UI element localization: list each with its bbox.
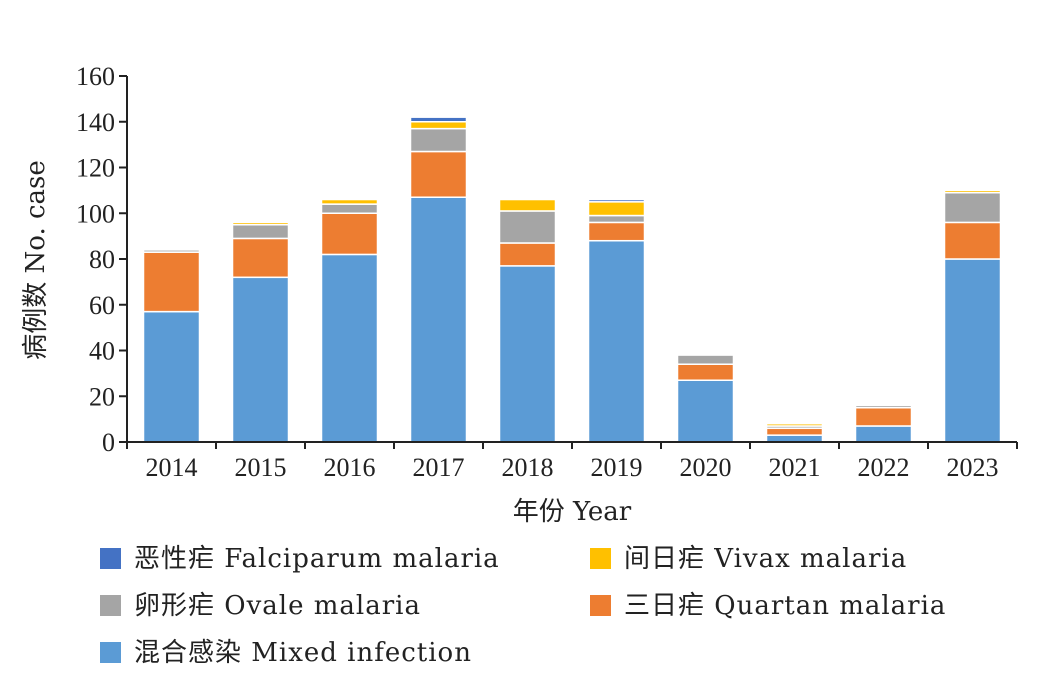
y-tick-label: 100 — [76, 199, 115, 228]
bar-segment-2022-1 — [854, 406, 913, 427]
bar-segment-2021-0 — [765, 434, 824, 443]
legend-label-4: 恶性疟 Falciparum malaria — [134, 544, 500, 574]
y-ticks: 0 20 40 60 80 100 120 140 160 — [76, 62, 127, 457]
y-tick-label: 120 — [76, 154, 115, 183]
x-tick-label: 2019 — [591, 453, 643, 482]
bar-segment-2014-2 — [142, 249, 201, 253]
bar-segment-2023-3 — [943, 189, 1002, 194]
bar-segment-2019-3 — [587, 201, 646, 217]
bar-segment-2014-0 — [142, 310, 201, 443]
y-tick-label: 40 — [89, 337, 115, 366]
legend-swatch-1 — [590, 595, 611, 616]
legend-swatch-0 — [100, 642, 121, 663]
bar-segment-2019-1 — [587, 221, 646, 242]
bar-segment-2019-2 — [587, 214, 646, 224]
x-tick-label: 2017 — [413, 453, 465, 482]
bar-segment-2018-1 — [498, 242, 557, 267]
legend-label-1: 三日疟 Quartan malaria — [624, 591, 946, 621]
bar-segment-2016-0 — [320, 253, 379, 443]
x-tick-label: 2016 — [324, 453, 376, 482]
legend-swatch-4 — [100, 548, 121, 569]
bar-segment-2023-2 — [943, 191, 1002, 224]
bar-segment-2017-4 — [409, 116, 468, 123]
bar-segment-2022-2 — [854, 404, 913, 409]
legend-label-3: 间日疟 Vivax malaria — [624, 544, 907, 574]
bar-segment-2020-2 — [676, 354, 735, 365]
bar-segment-2023-0 — [943, 258, 1002, 443]
x-tick-label: 2021 — [769, 453, 821, 482]
bar-segment-2015-2 — [231, 223, 290, 240]
bar-segment-2018-3 — [498, 198, 557, 212]
bar-segment-2018-2 — [498, 210, 557, 244]
x-ticks: 2014 2015 2016 2017 2018 2019 2020 2021 2022 2023 — [126, 442, 1018, 482]
bar-segment-2014-1 — [142, 251, 201, 313]
bar-segment-2016-1 — [320, 212, 379, 256]
legend: 恶性疟 Falciparum malaria 间日疟 Vivax malaria 卵… — [100, 544, 946, 668]
bar-segment-2018-0 — [498, 265, 557, 443]
bar-segment-2016-3 — [320, 198, 379, 205]
y-tick-label: 20 — [89, 382, 115, 411]
bar-segment-2017-3 — [409, 121, 468, 130]
bar-segment-2019-4 — [587, 198, 646, 203]
x-tick-label: 2022 — [858, 453, 910, 482]
x-tick-label: 2023 — [947, 453, 999, 482]
y-tick-label: 60 — [89, 291, 115, 320]
bar-segment-2021-1 — [765, 427, 824, 436]
bar-segment-2022-0 — [854, 425, 913, 443]
bar-segment-2017-1 — [409, 150, 468, 198]
y-tick-label: 0 — [102, 428, 115, 457]
legend-swatch-2 — [100, 595, 121, 616]
x-tick-label: 2018 — [502, 453, 554, 482]
y-tick-label: 160 — [76, 62, 115, 91]
bar-segment-2015-0 — [231, 276, 290, 443]
legend-swatch-3 — [590, 548, 611, 569]
bar-segment-2017-0 — [409, 196, 468, 443]
y-tick-label: 140 — [76, 108, 115, 137]
bar-segment-2016-2 — [320, 203, 379, 215]
bar-segment-2021-3 — [765, 422, 824, 427]
x-axis-title: 年份 Year — [513, 497, 632, 527]
x-tick-label: 2020 — [680, 453, 732, 482]
x-tick-label: 2015 — [235, 453, 287, 482]
bar-segment-2020-0 — [676, 379, 735, 443]
bar-segment-2020-1 — [676, 363, 735, 381]
bar-segment-2017-2 — [409, 127, 468, 153]
bar-segment-2023-1 — [943, 221, 1002, 260]
bar-segment-2019-0 — [587, 239, 646, 443]
y-axis-title: 病例数 No. case — [21, 160, 51, 360]
x-tick-label: 2014 — [146, 453, 198, 482]
bar-segment-2015-3 — [231, 221, 290, 226]
legend-label-0: 混合感染 Mixed infection — [134, 638, 472, 668]
bars-layer — [142, 116, 1002, 443]
y-tick-label: 80 — [89, 245, 115, 274]
bar-segment-2015-1 — [231, 237, 290, 279]
legend-label-2: 卵形疟 Ovale malaria — [134, 591, 421, 621]
